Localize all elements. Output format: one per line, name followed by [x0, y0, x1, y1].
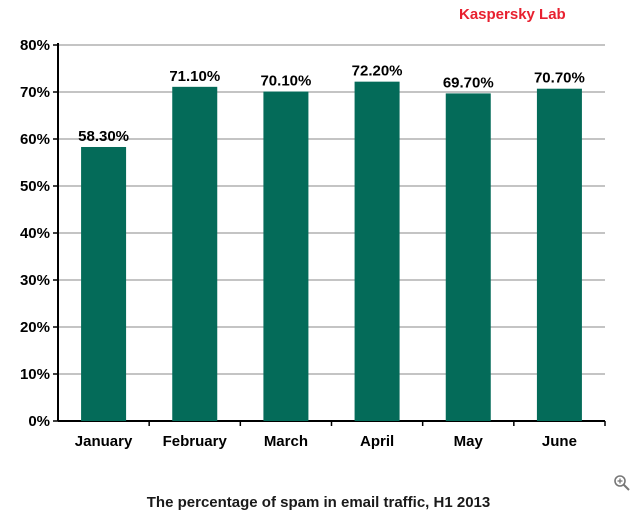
data-label: 70.10%: [260, 73, 311, 90]
y-tick-label: 10%: [20, 366, 50, 383]
x-tick-label: February: [163, 433, 228, 450]
bar: [445, 93, 491, 421]
data-label: 58.30%: [78, 128, 129, 145]
x-tick-label: March: [264, 433, 308, 450]
bar: [536, 88, 582, 422]
bar: [263, 91, 309, 421]
data-label: 69.70%: [443, 74, 494, 91]
y-tick-label: 40%: [20, 225, 50, 242]
bar: [172, 86, 218, 421]
bar: [81, 146, 127, 422]
bar: [354, 81, 400, 421]
bars: [81, 81, 582, 422]
x-tick-label: January: [75, 433, 133, 450]
magnifier-icon[interactable]: [613, 474, 631, 492]
y-tick-label: 0%: [28, 413, 50, 430]
y-tick-label: 70%: [20, 84, 50, 101]
brand-logo-text: Kaspersky Lab: [459, 6, 566, 23]
x-tick-label: June: [542, 433, 577, 450]
y-tick-label: 50%: [20, 178, 50, 195]
bar-chart: 0% 10% 20% 30% 40% 50% 60% 70% 80% 58.30% January 7…: [20, 37, 606, 450]
labels: 0% 10% 20% 30% 40% 50% 60% 70% 80% 58.30% January 7…: [20, 37, 585, 450]
x-tick-label: May: [454, 433, 484, 450]
data-label: 70.70%: [534, 70, 585, 87]
y-tick-label: 20%: [20, 319, 50, 336]
gridlines: [58, 44, 605, 375]
data-label: 72.20%: [352, 63, 403, 80]
y-tick-label: 30%: [20, 272, 50, 289]
y-tick-label: 80%: [20, 37, 50, 54]
x-tick-label: April: [360, 433, 394, 450]
y-tick-label: 60%: [20, 131, 50, 148]
axes: [53, 43, 606, 426]
data-label: 71.10%: [169, 68, 220, 85]
chart-caption: The percentage of spam in email traffic,…: [146, 494, 491, 511]
